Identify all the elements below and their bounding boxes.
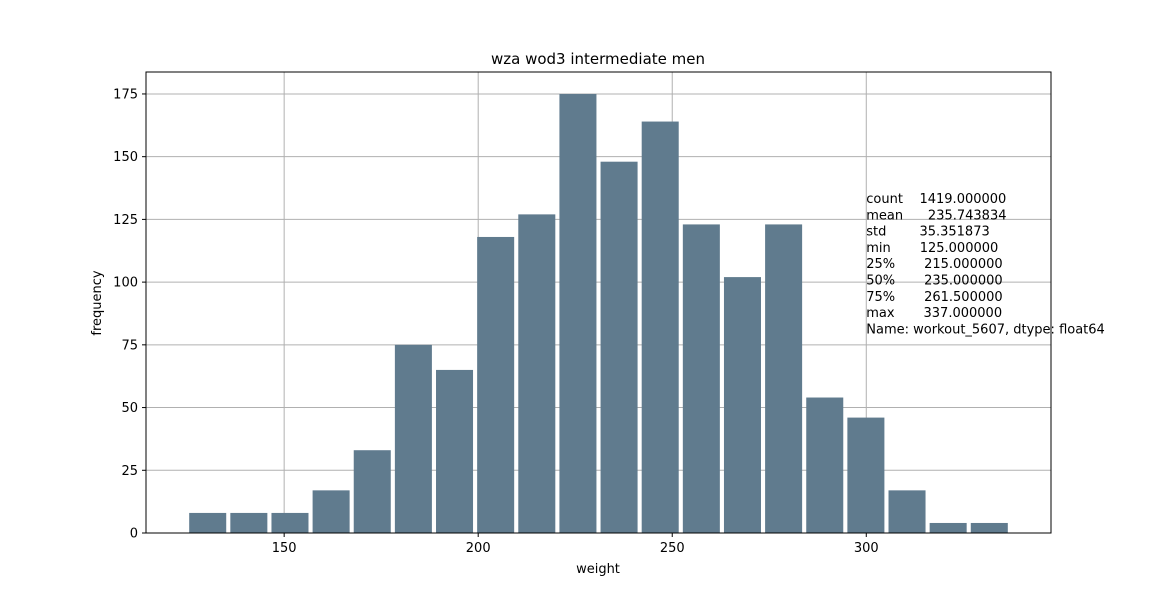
histogram-bar: [353, 450, 391, 533]
x-axis-label: weight: [576, 562, 620, 577]
histogram-bar: [929, 522, 967, 533]
histogram-bar: [477, 236, 515, 533]
histogram-bar: [312, 490, 350, 533]
x-tick-label: 200: [466, 541, 491, 556]
y-tick-label: 150: [113, 150, 138, 165]
y-tick-label: 175: [113, 87, 138, 102]
stats-line: std 35.351873: [866, 225, 989, 240]
histogram-bar: [600, 161, 638, 533]
x-tick-label: 300: [854, 541, 879, 556]
stats-line: Name: workout_5607, dtype: float64: [866, 322, 1105, 337]
bars-group: [189, 93, 1008, 534]
histogram-bar: [765, 224, 803, 534]
histogram-bar: [970, 522, 1008, 533]
histogram-bar: [723, 277, 761, 533]
y-tick-label: 100: [113, 276, 138, 291]
stats-line: min 125.000000: [866, 241, 998, 256]
y-tick-label: 50: [121, 401, 138, 416]
y-axis-label: frequency: [90, 270, 105, 336]
histogram-bar: [641, 121, 679, 534]
x-axis-ticks: 150 200 250 300: [272, 533, 879, 556]
x-tick-label: 150: [272, 541, 297, 556]
plot-frame: [145, 71, 1052, 534]
stats-line: 25% 215.000000: [866, 257, 1002, 272]
stats-line: 50% 235.000000: [866, 274, 1002, 289]
histogram-bar: [394, 344, 432, 533]
histogram-bar: [888, 490, 926, 533]
histogram-bar: [189, 512, 227, 533]
y-axis-ticks: 0 25 50 75 100 125 150 175: [113, 87, 146, 542]
histogram-bar: [847, 417, 885, 533]
y-tick-label: 0: [130, 527, 138, 542]
chart-title: wza wod3 intermediate men: [491, 50, 705, 68]
stats-line: count 1419.000000: [866, 192, 1006, 207]
histogram-bar: [271, 512, 309, 533]
y-tick-label: 75: [121, 338, 138, 353]
histogram-bar: [559, 93, 597, 533]
stats-line: 75% 261.500000: [866, 290, 1002, 305]
x-tick-label: 250: [660, 541, 685, 556]
y-tick-label: 125: [113, 213, 138, 228]
y-tick-label: 25: [121, 464, 138, 479]
histogram-bar: [436, 369, 474, 533]
stats-line: max 337.000000: [866, 306, 1002, 321]
histogram-bar: [806, 397, 844, 533]
histogram-bar: [230, 512, 268, 533]
stats-line: mean 235.743834: [866, 208, 1006, 223]
histogram-bar: [518, 214, 556, 533]
histogram-bar: [682, 224, 720, 534]
